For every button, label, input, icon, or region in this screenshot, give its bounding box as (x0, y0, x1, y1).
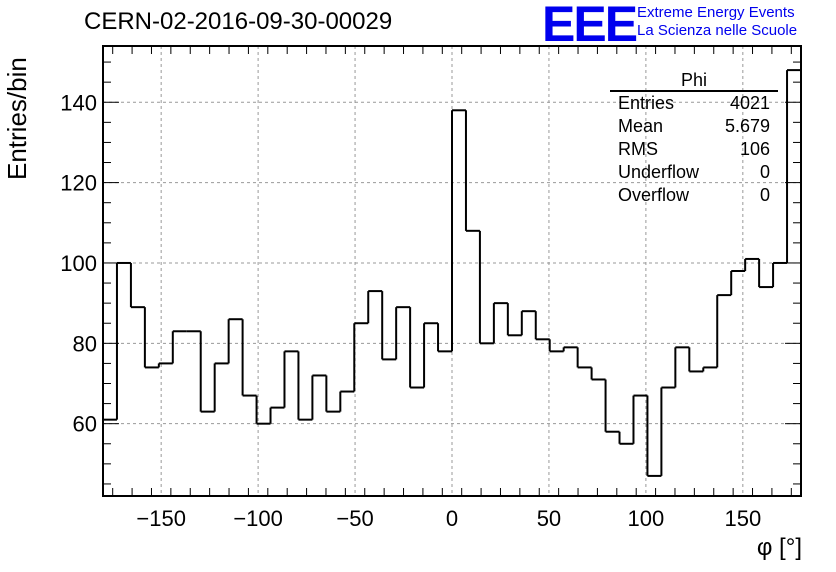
logo-caption: Extreme Energy Events La Scienza nelle S… (637, 4, 797, 40)
stats-value: 0 (759, 162, 770, 182)
stats-row: Mean 5.679 (610, 115, 778, 138)
stats-title: Phi (610, 70, 778, 92)
y-tick-label: 60 (73, 412, 97, 437)
x-tick-label: 50 (537, 506, 561, 531)
y-tick-label: 100 (60, 251, 97, 276)
x-tick-label: −50 (336, 506, 373, 531)
x-tick-label: 0 (446, 506, 458, 531)
stats-value: 5.679 (724, 116, 770, 136)
stats-box: Phi Entries 4021 Mean 5.679 RMS 106 Underfl… (610, 70, 778, 207)
x-tick-label: 100 (628, 506, 665, 531)
stats-value: 106 (739, 139, 770, 159)
y-tick-label: 80 (73, 331, 97, 356)
stats-label: Mean (618, 116, 664, 136)
y-tick-label: 120 (60, 171, 97, 196)
stats-row: RMS 106 (610, 138, 778, 161)
eee-logo: EEE (542, 0, 638, 52)
plot-frame (102, 45, 802, 497)
stats-label: Entries (618, 93, 675, 113)
x-tick-label: 150 (724, 506, 761, 531)
stats-label: Underflow (618, 162, 700, 182)
logo-caption-line1: Extreme Energy Events (637, 4, 795, 21)
x-tick-label: −100 (233, 506, 283, 531)
stats-value: 0 (759, 185, 770, 205)
stats-row: Entries 4021 (610, 92, 778, 115)
y-axis-label: Entries/bin (2, 57, 32, 180)
x-tick-label: −150 (136, 506, 186, 531)
stats-row: Underflow 0 (610, 161, 778, 184)
stats-value: 4021 (729, 93, 770, 113)
y-tick-label: 140 (60, 90, 97, 115)
chart-title: CERN-02-2016-09-30-00029 (84, 8, 393, 35)
x-axis-label: φ [°] (756, 534, 802, 561)
stats-label: Overflow (618, 185, 690, 205)
logo-caption-line2: La Scienza nelle Scuole (637, 22, 798, 39)
stats-row: Overflow 0 (610, 184, 778, 207)
stats-label: RMS (618, 139, 658, 159)
